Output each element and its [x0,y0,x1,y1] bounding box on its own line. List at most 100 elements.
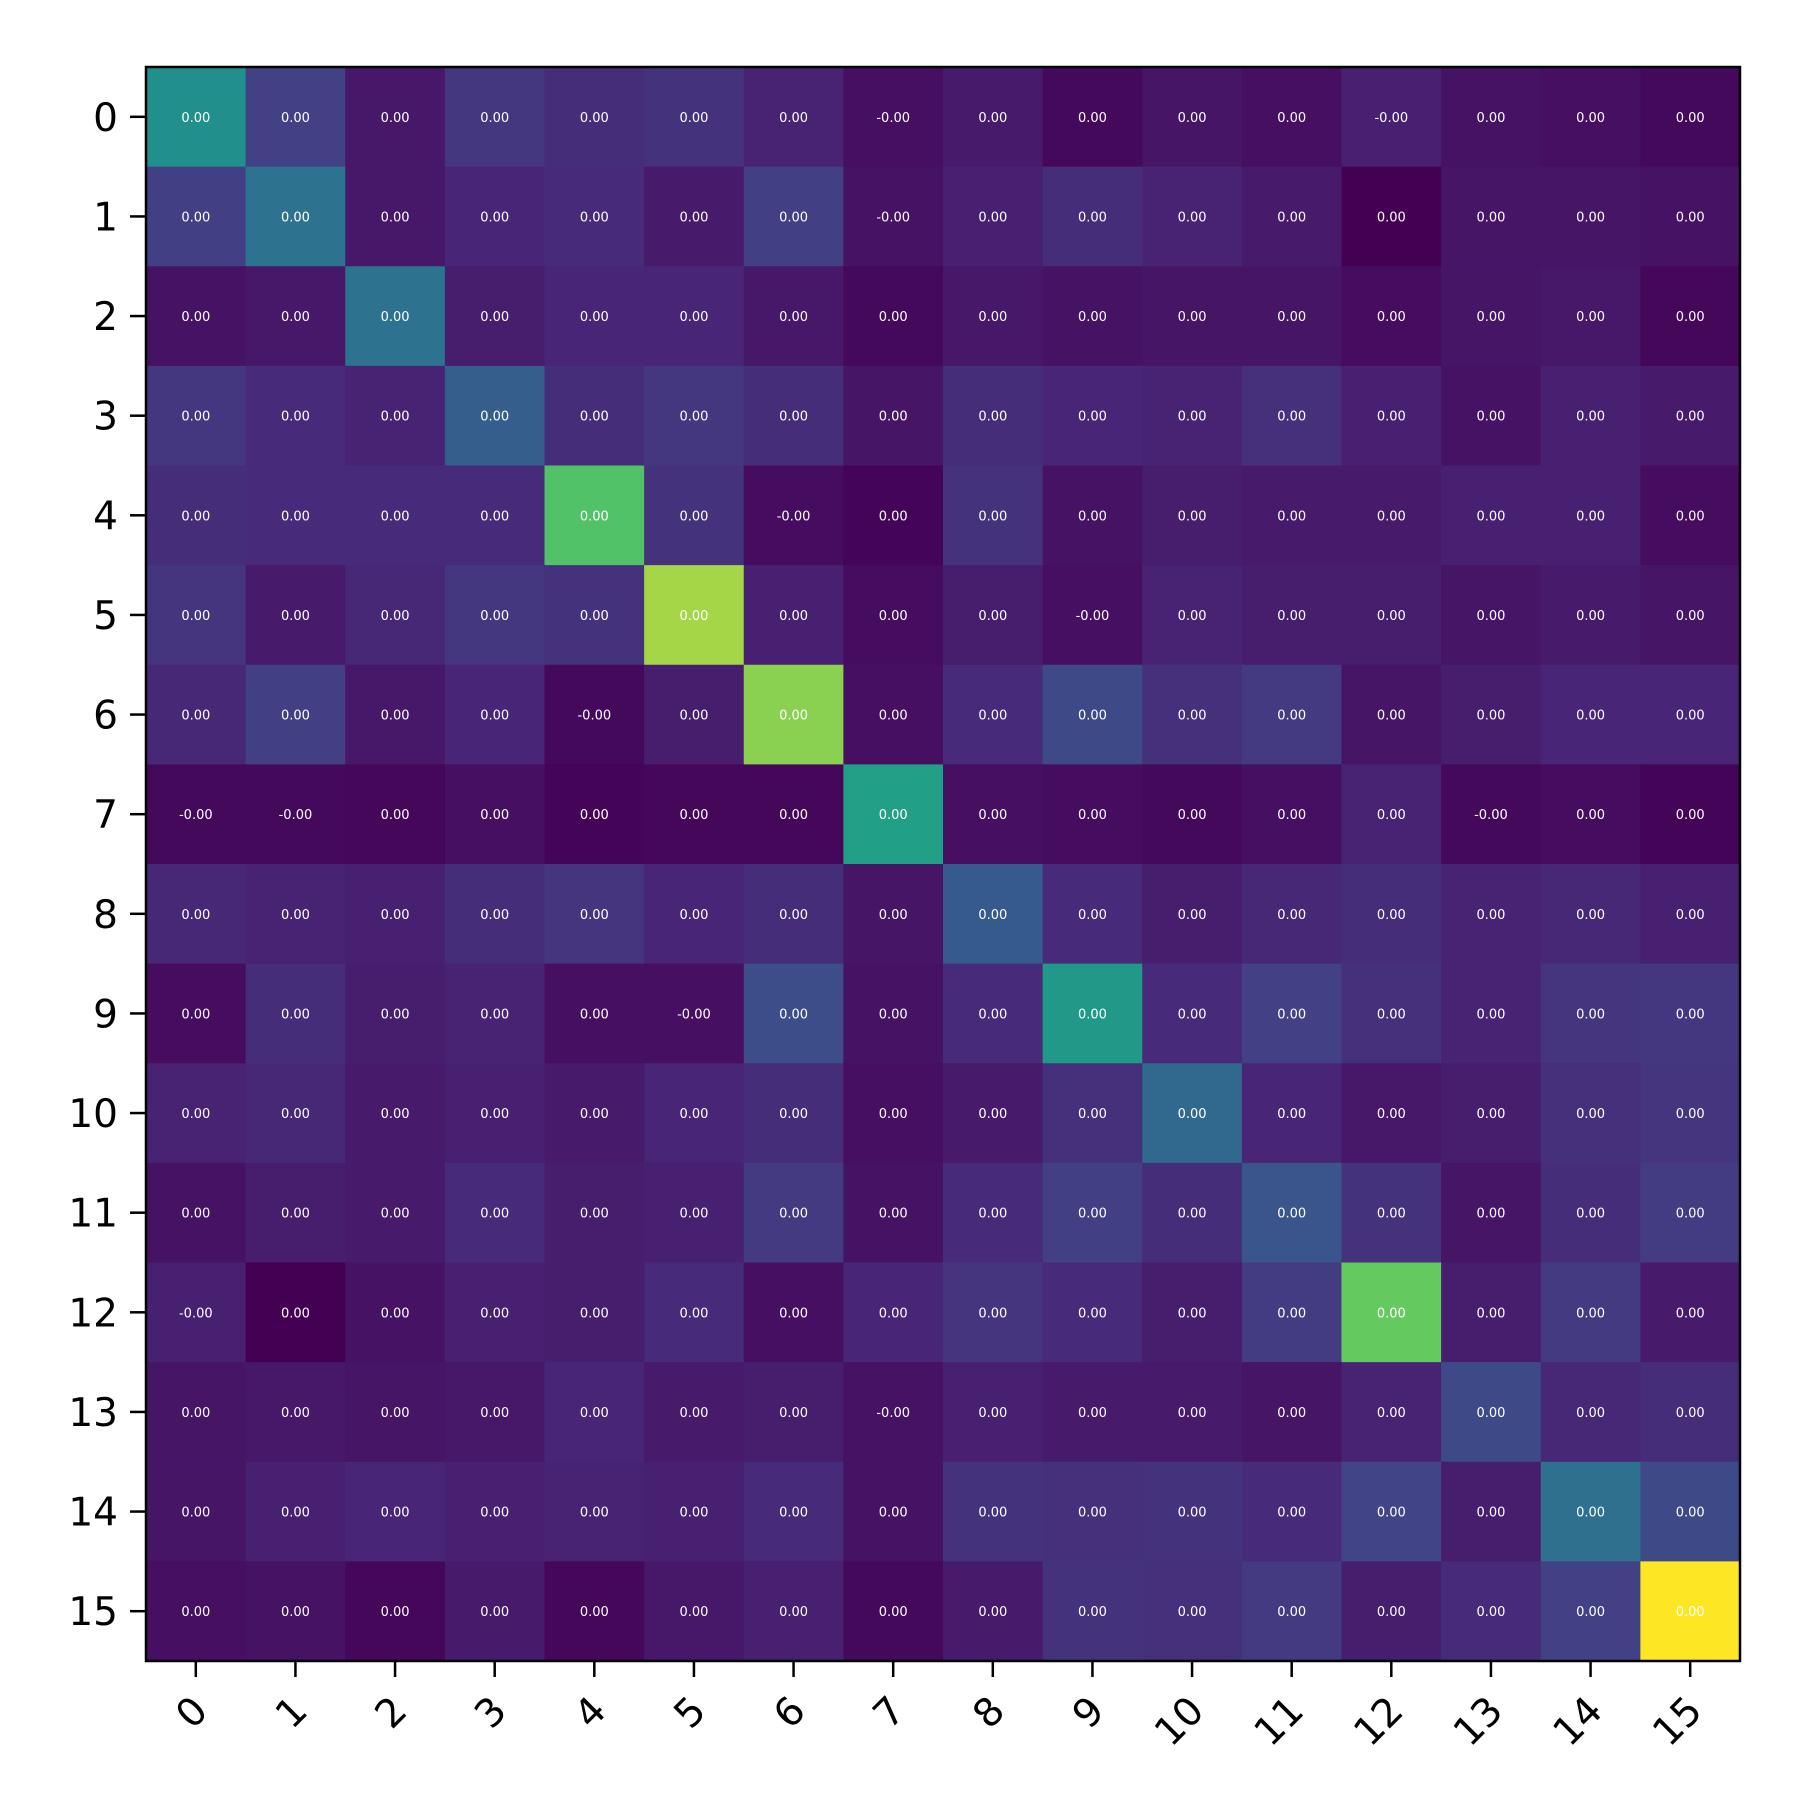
heatmap-cell-r13-c6 [743,1362,844,1463]
heatmap-cell-r6-c9 [1042,664,1143,765]
cell-label-r5-c7: 0.00 [879,609,908,624]
cell-label-r0-c2: 0.00 [381,111,410,126]
cell-label-r14-c3: 0.00 [480,1506,509,1521]
heatmap-cell-r14-c0 [146,1461,247,1562]
heatmap-cell-r4-c2 [345,465,446,566]
cell-label-r10-c7: 0.00 [879,1107,908,1122]
y-tick-label-13: 13 [68,1391,118,1436]
heatmap-cell-r8-c5 [644,864,745,965]
cell-label-r13-c9: 0.00 [1078,1406,1107,1421]
cell-label-r2-c1: 0.00 [281,310,310,325]
cell-label-r13-c3: 0.00 [480,1406,509,1421]
cell-label-r12-c3: 0.00 [480,1306,509,1321]
cell-label-r14-c9: 0.00 [1078,1506,1107,1521]
heatmap-cell-r7-c5 [644,764,745,865]
heatmap-cell-r3-c2 [345,365,446,467]
heatmap-cell-r11-c15 [1640,1162,1741,1264]
heatmap-cell-r15-c10 [1142,1561,1243,1662]
heatmap-cell-r10-c10 [1142,1063,1243,1164]
cell-label-r6-c3: 0.00 [480,709,509,724]
cell-label-r8-c3: 0.00 [480,908,509,923]
heatmap-cell-r0-c9 [1042,67,1143,168]
cell-label-r10-c10: 0.00 [1178,1107,1207,1122]
cell-label-r2-c8: 0.00 [978,310,1007,325]
heatmap-cell-r4-c11 [1241,465,1343,566]
cell-label-r2-c12: 0.00 [1377,310,1406,325]
cell-label-r13-c14: 0.00 [1576,1406,1605,1421]
cell-label-r4-c8: 0.00 [978,509,1007,524]
heatmap-cell-r11-c8 [943,1162,1044,1264]
cell-label-r3-c5: 0.00 [679,410,708,425]
cell-label-r14-c11: 0.00 [1277,1506,1306,1521]
heatmap-cell-r0-c10 [1142,67,1243,168]
heatmap-cell-r11-c13 [1441,1162,1542,1264]
heatmap-cell-r1-c3 [444,166,546,267]
heatmap-cell-r2-c11 [1241,266,1343,367]
heatmap-cell-r3-c11 [1241,365,1343,467]
heatmap-cell-r8-c7 [843,864,944,965]
heatmap-cell-r3-c15 [1640,365,1741,467]
cell-label-r15-c6: 0.00 [779,1605,808,1620]
heatmap-cell-r0-c6 [743,67,844,168]
cell-label-r2-c4: 0.00 [580,310,609,325]
heatmap-cell-r11-c5 [644,1162,745,1264]
cell-label-r0-c4: 0.00 [580,111,609,126]
heatmap-cell-r14-c12 [1341,1461,1442,1562]
cell-label-r13-c11: 0.00 [1277,1406,1306,1421]
cell-label-r11-c4: 0.00 [580,1207,609,1222]
heatmap-cell-r14-c1 [245,1461,346,1562]
heatmap-cell-r0-c11 [1241,67,1343,168]
cell-label-r4-c10: 0.00 [1178,509,1207,524]
heatmap-cell-r7-c8 [943,764,1044,865]
cell-label-r3-c4: 0.00 [580,410,609,425]
heatmap-cell-r8-c10 [1142,864,1243,965]
heatmap-cell-r5-c0 [146,565,247,666]
heatmap-cell-r6-c10 [1142,664,1243,765]
cell-label-r8-c14: 0.00 [1576,908,1605,923]
heatmap-cell-r15-c5 [644,1561,745,1662]
heatmap-cell-r3-c13 [1441,365,1542,467]
heatmap-cell-r4-c15 [1640,465,1741,566]
cell-label-r14-c15: 0.00 [1676,1506,1705,1521]
cell-label-r0-c3: 0.00 [480,111,509,126]
cell-label-r7-c0: -0.00 [179,808,213,823]
cell-label-r0-c12: -0.00 [1374,111,1408,126]
cell-label-r13-c6: 0.00 [779,1406,808,1421]
heatmap-cell-r0-c5 [644,67,745,168]
y-tick-label-15: 15 [68,1590,118,1635]
cell-label-r2-c15: 0.00 [1676,310,1705,325]
cell-label-r15-c14: 0.00 [1576,1605,1605,1620]
cell-label-r8-c4: 0.00 [580,908,609,923]
heatmap-cell-r13-c15 [1640,1362,1741,1463]
cell-label-r1-c2: 0.00 [381,210,410,225]
cell-label-r2-c10: 0.00 [1178,310,1207,325]
y-tick-label-14: 14 [68,1491,118,1536]
cell-label-r15-c8: 0.00 [978,1605,1007,1620]
cell-label-r13-c12: 0.00 [1377,1406,1406,1421]
heatmap-cell-r7-c9 [1042,764,1143,865]
cell-label-r7-c11: 0.00 [1277,808,1306,823]
heatmap-cell-r9-c3 [444,963,546,1064]
heatmap-cell-r0-c13 [1441,67,1542,168]
cell-label-r9-c5: -0.00 [677,1007,711,1022]
cell-label-r9-c3: 0.00 [480,1007,509,1022]
heatmap-cell-r12-c14 [1540,1262,1641,1363]
cell-label-r14-c7: 0.00 [879,1506,908,1521]
cell-label-r9-c15: 0.00 [1676,1007,1705,1022]
heatmap-cell-r8-c8 [943,864,1044,965]
heatmap-cell-r14-c9 [1042,1461,1143,1562]
heatmap-cell-r14-c13 [1441,1461,1542,1562]
cell-label-r15-c2: 0.00 [381,1605,410,1620]
heatmap-cell-r7-c6 [743,764,844,865]
cell-label-r5-c8: 0.00 [978,609,1007,624]
heatmap-cell-r3-c1 [245,365,346,467]
heatmap-cell-r8-c15 [1640,864,1741,965]
heatmap-cell-r3-c12 [1341,365,1442,467]
cell-label-r10-c1: 0.00 [281,1107,310,1122]
cell-label-r10-c2: 0.00 [381,1107,410,1122]
cell-label-r7-c5: 0.00 [679,808,708,823]
cell-label-r7-c4: 0.00 [580,808,609,823]
cell-label-r6-c11: 0.00 [1277,709,1306,724]
cell-label-r7-c6: 0.00 [779,808,808,823]
